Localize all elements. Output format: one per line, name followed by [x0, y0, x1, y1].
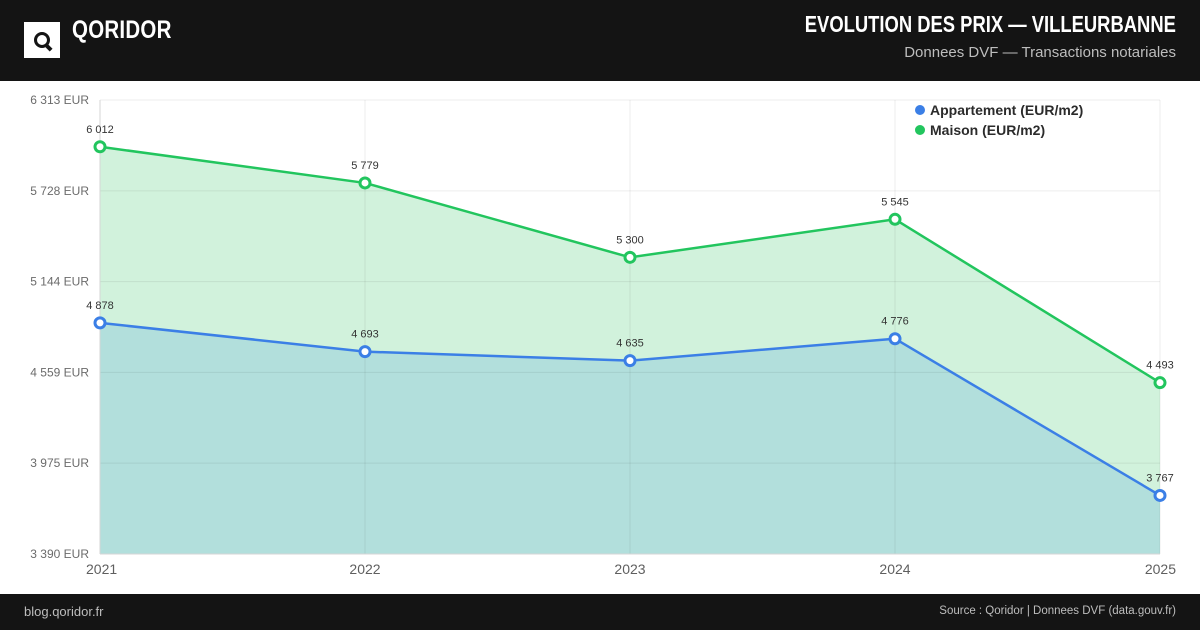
point-series-0: [1153, 488, 1167, 502]
footer-source: Source : Qoridor | Donnees DVF (data.gou…: [939, 605, 1176, 617]
y-tick-label: 3 975 EUR: [30, 456, 89, 470]
point-series-0: [623, 354, 637, 368]
search-icon: [24, 22, 60, 58]
chart-area: 3 390 EUR 3 975 EUR 4 559 EUR 5 144 EUR 5 72…: [0, 81, 1200, 594]
point-series-1: [358, 176, 372, 190]
legend-marker-1: [915, 125, 925, 135]
page-subtitle: Donnees DVF — Transactions notariales: [904, 44, 1176, 61]
data-label: 6 012: [86, 124, 114, 136]
legend-label-0: Appartement (EUR/m2): [930, 102, 1083, 118]
data-label: 4 635: [616, 338, 644, 350]
price-chart: 3 390 EUR 3 975 EUR 4 559 EUR 5 144 EUR 5 72…: [30, 93, 1176, 577]
point-series-1: [1153, 376, 1167, 390]
legend-label-1: Maison (EUR/m2): [930, 122, 1045, 138]
page-title: EVOLUTION DES PRIX — VILLEURBANNE: [804, 11, 1176, 37]
point-series-1: [623, 250, 637, 264]
header: QORIDOR EVOLUTION DES PRIX — VILLEURBANN…: [0, 0, 1200, 81]
y-tick-label: 3 390 EUR: [30, 547, 89, 561]
footer-site: blog.qoridor.fr: [24, 604, 104, 619]
data-label: 4 493: [1146, 360, 1174, 372]
point-series-0: [93, 316, 107, 330]
legend-marker-0: [915, 105, 925, 115]
x-tick-label: 2021: [86, 561, 117, 577]
x-tick-label: 2022: [349, 561, 380, 577]
footer: blog.qoridor.fr Source : Qoridor | Donne…: [0, 594, 1200, 630]
point-series-1: [93, 140, 107, 154]
data-label: 4 693: [351, 329, 379, 341]
x-tick-label: 2025: [1145, 561, 1176, 577]
data-label: 4 878: [86, 300, 114, 312]
data-label: 5 779: [351, 160, 379, 172]
y-tick-label: 5 728 EUR: [30, 184, 89, 198]
y-tick-label: 4 559 EUR: [30, 365, 89, 379]
x-tick-label: 2023: [614, 561, 645, 577]
data-label: 4 776: [881, 316, 909, 328]
y-tick-label: 5 144 EUR: [30, 275, 89, 289]
data-label: 3 767: [1146, 472, 1174, 484]
point-series-0: [358, 345, 372, 359]
brand-name: QORIDOR: [72, 16, 172, 44]
point-series-1: [888, 212, 902, 226]
area-series-0: [100, 322, 1160, 554]
y-tick-label: 6 313 EUR: [30, 93, 89, 107]
point-series-0: [888, 332, 902, 346]
data-label: 5 300: [616, 234, 644, 246]
x-tick-label: 2024: [879, 561, 910, 577]
data-label: 5 545: [881, 196, 909, 208]
